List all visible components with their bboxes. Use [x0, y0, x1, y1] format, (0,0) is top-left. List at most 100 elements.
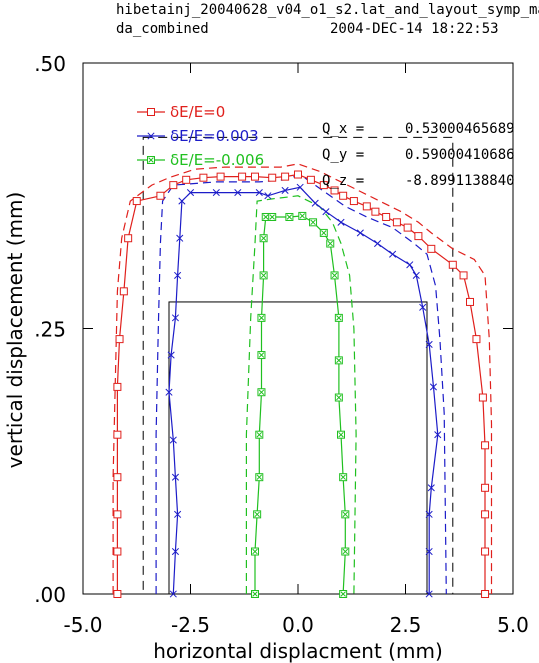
series-2-point-11 [268, 212, 277, 221]
legend-label-1: δE/E=0.003 [170, 127, 259, 145]
series-0-point-1 [113, 547, 122, 556]
series-2-point-21 [337, 430, 345, 439]
series-0-point-25 [362, 202, 371, 211]
series-0-point-14 [216, 172, 225, 181]
series-1-point-1 [171, 547, 180, 556]
envelope-line-0 [112, 163, 493, 594]
legend-item-1: δE/E=0.003 [137, 127, 259, 145]
series-1-point-12 [212, 189, 220, 197]
series-1-point-31 [425, 510, 433, 518]
series-1-point-11 [186, 189, 195, 197]
legend: δE/E=0 δE/E=0.003 δE/E=-0.006 [137, 103, 264, 169]
legend-swatch-marker-1 [147, 132, 155, 140]
series-markers [113, 170, 490, 598]
series-0-point-12 [182, 175, 191, 184]
annotation-value-2: -8.8991138840 [405, 173, 515, 189]
series-2-point-13 [298, 211, 307, 220]
y-tick-label-2: .50 [34, 52, 66, 76]
series-0-point-7 [119, 287, 128, 296]
series-1-point-5 [165, 388, 173, 396]
series-0-point-40 [481, 547, 490, 556]
series-2-point-24 [341, 547, 350, 556]
series-1-point-0 [169, 590, 177, 598]
series-0-point-33 [459, 271, 468, 280]
legend-swatch-marker-2 [147, 156, 155, 164]
series-2-point-16 [326, 239, 335, 248]
series-1-point-23 [389, 250, 397, 258]
annotation-label-2: Q_z = [322, 173, 364, 189]
series-1-point-21 [356, 229, 364, 237]
series-1-point-19 [322, 208, 330, 216]
series-line-0 [116, 173, 486, 594]
series-2-point-22 [339, 473, 348, 482]
annotation-label-0: Q_x = [322, 121, 364, 137]
series-1-point-24 [406, 261, 414, 269]
series-0-point-16 [251, 172, 259, 181]
x-tick-label-4: 5.0 [497, 613, 529, 637]
series-0-point-21 [319, 181, 328, 190]
series-0-point-27 [382, 212, 391, 221]
legend-label-0: δE/E=0 [170, 103, 225, 121]
series-0-point-30 [414, 232, 423, 241]
y-tick-label-0: .00 [34, 583, 66, 607]
series-0-point-35 [472, 335, 481, 344]
series-0-point-5 [113, 382, 122, 391]
series-0-point-2 [113, 510, 122, 519]
x-tick-label-2: 0.0 [282, 613, 314, 637]
series-2-point-20 [334, 393, 343, 402]
series-2-point-9 [259, 234, 268, 243]
series-0-point-31 [427, 244, 436, 253]
series-1-point-32 [425, 547, 433, 556]
series-1-point-25 [412, 271, 420, 279]
series-0-point-32 [448, 260, 457, 269]
series-0-point-8 [124, 234, 133, 243]
envelope-line-2 [245, 195, 357, 595]
series-1-point-10 [178, 197, 186, 205]
series-1-point-28 [429, 383, 438, 391]
series-1-point-29 [434, 431, 442, 439]
series-0-point-19 [294, 170, 302, 179]
legend-item-2: δE/E=-0.006 [137, 151, 264, 169]
series-0-point-9 [132, 197, 141, 206]
series-1-point-7 [171, 314, 180, 322]
series-2-point-19 [334, 356, 343, 365]
series-2-point-8 [259, 271, 268, 280]
series-0-point-10 [156, 191, 165, 200]
legend-label-2: δE/E=-0.006 [170, 151, 264, 169]
annotation-value-0: 0.53000465689 [405, 121, 515, 137]
series-line-1 [168, 186, 439, 595]
series-1-point-27 [425, 340, 433, 348]
series-2-point-2 [253, 510, 262, 519]
series-0-point-0 [113, 590, 122, 598]
chart-header-line2-right: 2004-DEC-14 18:22:53 [330, 21, 499, 37]
series-0-point-26 [371, 207, 380, 216]
annotation-label-1: Q_y = [322, 147, 364, 163]
series-1-point-16 [281, 186, 289, 194]
series-0-point-41 [481, 590, 490, 598]
legend-item-0: δE/E=0 [137, 103, 225, 121]
series-0-point-28 [392, 218, 401, 227]
series-2-point-17 [330, 271, 339, 280]
series-1-point-13 [234, 189, 242, 197]
x-tick-label-1: -2.5 [171, 613, 210, 637]
series-1-point-17 [296, 183, 304, 191]
series-0-point-22 [330, 186, 339, 195]
series-1-point-15 [264, 192, 272, 200]
series-0-point-20 [306, 175, 315, 184]
series-0-point-15 [238, 172, 247, 181]
series-0-point-17 [268, 173, 277, 182]
series-2-point-18 [334, 313, 343, 322]
series-1-point-33 [425, 590, 433, 598]
x-axis-label: horizontal displacment (mm) [153, 639, 443, 663]
legend-swatch-marker-0 [147, 108, 155, 116]
series-1-point-8 [174, 271, 182, 279]
chart-header-line2-left: da_combined [116, 21, 209, 37]
series-0-point-4 [113, 430, 122, 439]
series-0-point-34 [466, 297, 474, 306]
series-2-point-23 [341, 510, 350, 519]
series-0-point-11 [169, 181, 178, 190]
axis-ticks: -5.0 -2.5 0.0 2.5 5.0 .00 .25 .50 [34, 52, 529, 637]
